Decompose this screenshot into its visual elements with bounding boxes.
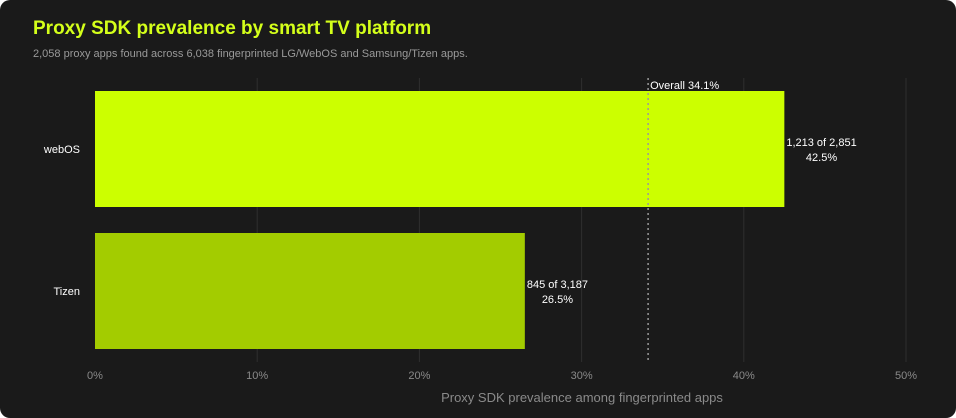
x-tick-label: 50% [895,370,917,382]
overall-reference-label: Overall 34.1% [650,80,719,92]
x-tick-label: 20% [408,370,430,382]
bar-tizen [95,233,525,349]
x-tick-label: 40% [733,370,755,382]
labels: 0% 10% 20% 30% 40% 50% webOS 1,213 of 2,851 42.5… [43,137,917,382]
data-label-count: 1,213 of 2,851 [786,137,856,149]
bars [95,91,785,349]
x-axis-title: Proxy SDK prevalence among fingerprinted… [441,390,723,405]
x-tick-label: 0% [87,370,103,382]
reference-line-group: Overall 34.1% [647,78,719,362]
data-label-percent: 26.5% [542,294,573,306]
x-tick-label: 10% [246,370,268,382]
category-label: Tizen [54,286,81,298]
chart-subtitle: 2,058 proxy apps found across 6,038 fing… [33,48,468,60]
data-label-percent: 42.5% [806,152,837,164]
bar-webos [95,91,785,207]
category-label: webOS [43,144,80,156]
x-tick-label: 30% [571,370,593,382]
chart-title: Proxy SDK prevalence by smart TV platfor… [33,18,432,39]
data-label-count: 845 of 3,187 [527,279,588,291]
